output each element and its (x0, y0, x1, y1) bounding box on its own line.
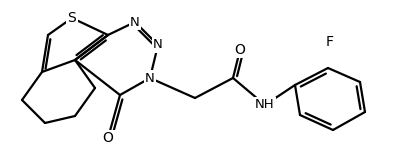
Text: NH: NH (255, 99, 274, 112)
Text: N: N (145, 72, 154, 84)
Text: O: O (234, 43, 245, 57)
Text: F: F (325, 35, 333, 49)
Text: S: S (67, 11, 76, 25)
Text: N: N (153, 39, 162, 51)
Text: N: N (130, 16, 140, 29)
Text: O: O (102, 131, 113, 145)
